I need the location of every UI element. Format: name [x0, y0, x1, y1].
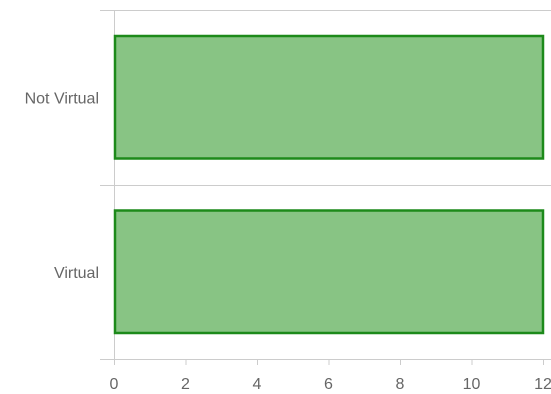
x-tick-label: 8 [396, 376, 405, 393]
x-tick-label: 2 [181, 376, 190, 393]
x-tick-label: 0 [110, 376, 119, 393]
x-axis-tick-labels: 0 2 4 6 8 10 12 [110, 376, 551, 393]
chart-bars [113, 34, 545, 335]
x-tick-label: 12 [534, 376, 551, 393]
category-labels: Not Virtual Virtual [25, 90, 99, 282]
category-label: Virtual [54, 265, 99, 282]
x-tick-label: 10 [463, 376, 481, 393]
bar-not-virtual[interactable] [113, 34, 545, 160]
category-label: Not Virtual [25, 90, 99, 107]
bar-virtual[interactable] [113, 209, 545, 335]
x-tick-label: 6 [324, 376, 333, 393]
x-tick-label: 4 [253, 376, 262, 393]
